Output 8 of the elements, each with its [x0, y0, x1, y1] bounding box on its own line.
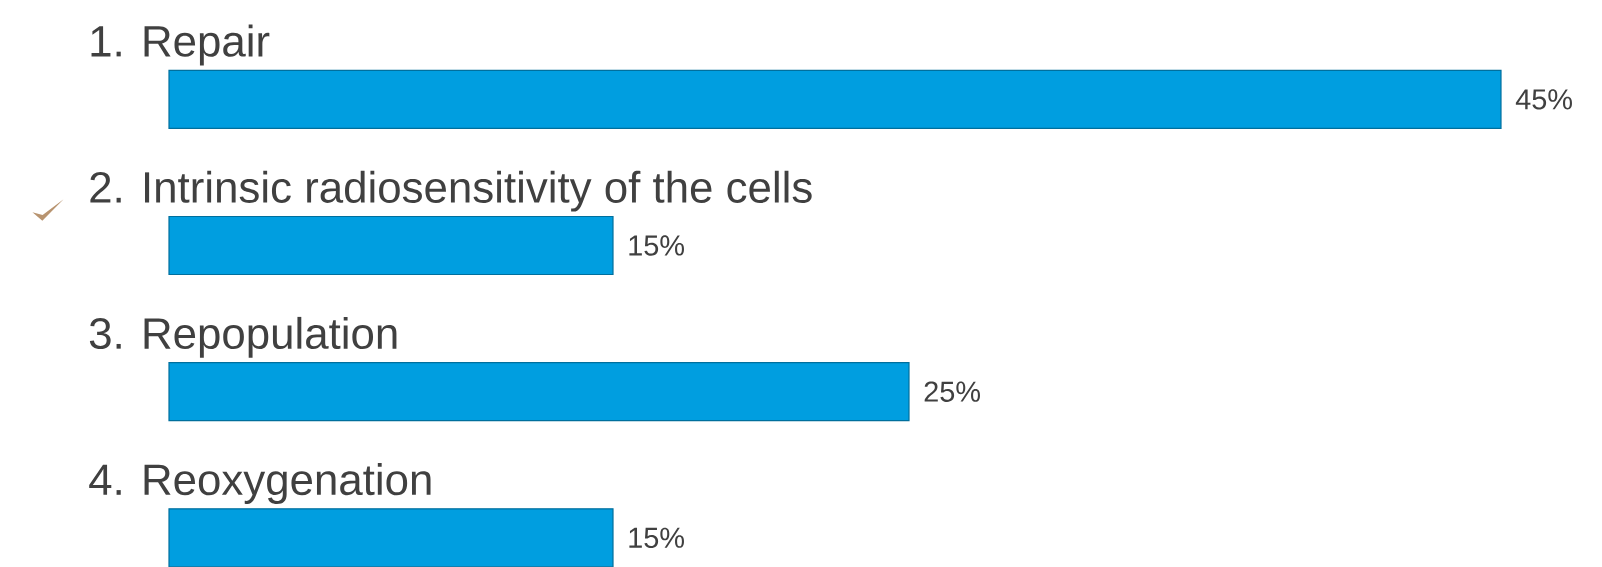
data-label: 25%	[924, 381, 980, 402]
y-tick-label: 3. Repopulation	[89, 316, 397, 358]
y-tick-label: 4. Reoxygenation	[89, 463, 431, 504]
data-label: 15%	[629, 527, 684, 548]
y-tick-label: 1. Repair	[91, 24, 270, 66]
data-label: 45%	[1515, 89, 1572, 110]
y-tick-label: 2. Intrinsic radiosensitivity of the cells	[90, 170, 812, 212]
data-label: 15%	[629, 235, 684, 256]
